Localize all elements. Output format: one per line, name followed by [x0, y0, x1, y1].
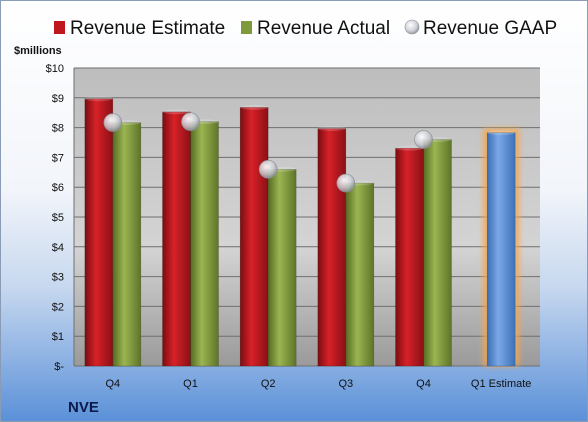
y-tick-label: $8: [52, 123, 64, 135]
bars: [84, 96, 520, 367]
bar-revenue-actual: [112, 120, 142, 367]
x-tick-label: Q1: [183, 378, 198, 390]
legend-label: Revenue GAAP: [423, 18, 557, 39]
legend-swatch: [241, 21, 252, 34]
marker-revenue-gaap: [336, 173, 356, 193]
bar-revenue-estimate: [317, 125, 347, 367]
y-tick-label: $5: [52, 212, 64, 224]
y-axis-ticks: $- $1 $2 $3 $4 $5 $6 $7 $8 $9 $10: [46, 63, 65, 373]
y-tick-label: $-: [54, 361, 64, 373]
y-tick-label: $9: [52, 93, 64, 105]
legend-swatch: [54, 21, 65, 34]
legend-swatch: [404, 19, 420, 35]
bar-revenue-estimate: [395, 145, 424, 367]
bar-revenue-actual: [345, 180, 375, 367]
legend-item: Revenue GAAP: [404, 18, 557, 39]
y-tick-label: $7: [52, 152, 64, 164]
bar-revenue-estimate: [84, 96, 114, 367]
x-tick-label: Q1 Estimate: [471, 378, 532, 390]
x-tick-label: Q3: [338, 378, 353, 390]
legend-label: Revenue Actual: [257, 18, 390, 39]
legend-item: Revenue Estimate: [54, 18, 225, 39]
y-tick-label: $1: [52, 331, 64, 343]
bar-revenue-actual: [267, 166, 297, 367]
x-axis-ticks: Q4 Q1 Q2 Q3 Q4 Q1 Estimate: [105, 378, 531, 390]
bar-revenue-actual: [423, 137, 452, 367]
gridlines: [73, 67, 540, 367]
y-tick-label: $3: [52, 272, 64, 284]
x-tick-label: Q2: [261, 378, 276, 390]
x-tick-label: Q4: [416, 378, 431, 390]
marker-revenue-gaap: [103, 113, 123, 132]
company-label: NVE: [68, 399, 99, 416]
bar-revenue-estimate: [162, 109, 191, 367]
marker-revenue-gaap: [181, 112, 200, 131]
x-tick-label: Q4: [105, 378, 120, 390]
bar-revenue-estimate-next: [486, 130, 516, 367]
gaap-markers: [103, 112, 433, 193]
y-tick-label: $10: [46, 63, 64, 75]
marker-revenue-gaap: [414, 130, 433, 149]
legend: Revenue Estimate Revenue Actual Revenue GA…: [54, 18, 557, 39]
unit-label: $millions: [14, 45, 62, 57]
legend-item: Revenue Actual: [241, 18, 390, 39]
y-tick-label: $6: [52, 182, 64, 194]
bar-revenue-estimate: [239, 104, 269, 367]
y-tick-label: $4: [52, 242, 64, 254]
bar-revenue-actual: [190, 119, 219, 367]
marker-revenue-gaap: [258, 160, 278, 179]
legend-label: Revenue Estimate: [70, 18, 225, 39]
y-tick-label: $2: [52, 301, 64, 313]
